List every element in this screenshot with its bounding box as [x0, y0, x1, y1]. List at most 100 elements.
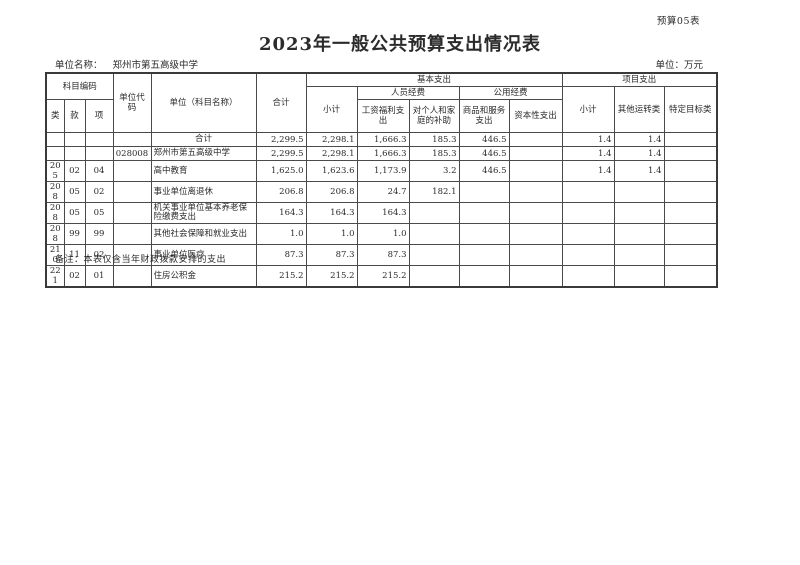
- table-row: 028008 郑州市第五高级中学 2,299.5 2,298.1 1,666.3…: [45, 146, 718, 162]
- cell-name: 事业单位离退休: [150, 181, 257, 204]
- cell-item: [84, 132, 114, 148]
- cell-goods: [458, 202, 510, 225]
- cell-goods: [458, 244, 510, 267]
- cell-salary: 1,173.9: [356, 160, 410, 183]
- cell-total: 1.0: [255, 223, 307, 246]
- unit-name-label: 单位名称：: [55, 60, 103, 71]
- cell-other-operations: 1.4: [613, 160, 665, 183]
- cell-name: 机关事业单位基本养老保险缴费支出: [150, 202, 257, 225]
- currency-unit-label: 单位：万元: [655, 60, 703, 71]
- header-project-subtotal: 小计: [561, 86, 615, 134]
- cell-item: 05: [84, 202, 114, 225]
- cell-goods: 446.5: [458, 132, 510, 148]
- cell-capital: [508, 202, 563, 225]
- header-project-expenditure: 项目支出: [561, 72, 718, 88]
- cell-project-subtotal: [561, 265, 615, 288]
- cell-section: 11: [63, 244, 86, 267]
- cell-specific-target: [663, 132, 718, 148]
- header-public-funds: 公用经费: [458, 86, 563, 101]
- cell-salary: 87.3: [356, 244, 410, 267]
- header-row-1: 科目编码 单位代码 单位（科目名称） 合计 基本支出 项目支出: [45, 72, 718, 134]
- cell-subsidy: [408, 265, 460, 288]
- unit-name-value: 郑州市第五高级中学: [112, 60, 199, 71]
- cell-capital: [508, 265, 563, 288]
- header-class: 类: [45, 99, 65, 134]
- header-salary-welfare: 工资福利支出: [356, 99, 410, 134]
- cell-name: 高中教育: [150, 160, 257, 183]
- cell-salary: 24.7: [356, 181, 410, 204]
- header-basic-expenditure: 基本支出: [305, 72, 563, 88]
- unit-name: 单位名称： 郑州市第五高级中学: [55, 57, 198, 71]
- cell-specific-target: [663, 223, 718, 246]
- cell-section: [63, 132, 86, 148]
- cell-class: [45, 132, 65, 148]
- cell-item: 99: [84, 223, 114, 246]
- cell-class: 208: [45, 223, 65, 246]
- table-row: 合计 2,299.5 2,298.1 1,666.3 185.3 446.5 1…: [45, 132, 718, 148]
- cell-class: 221: [45, 265, 65, 288]
- cell-project-subtotal: [561, 244, 615, 267]
- cell-capital: [508, 223, 563, 246]
- header-goods-services: 商品和服务支出: [458, 99, 510, 134]
- cell-goods: [458, 265, 510, 288]
- cell-subsidy: 185.3: [408, 146, 460, 162]
- cell-goods: 446.5: [458, 160, 510, 183]
- cell-goods: [458, 223, 510, 246]
- cell-capital: [508, 160, 563, 183]
- table-row: 208 99 99 其他社会保障和就业支出 1.0 1.0 1.0: [45, 223, 718, 246]
- cell-subsidy: 185.3: [408, 132, 460, 148]
- cell-specific-target: [663, 244, 718, 267]
- cell-name: 郑州市第五高级中学: [150, 146, 257, 162]
- cell-basic-subtotal: 1,623.6: [305, 160, 358, 183]
- cell-total: 2,299.5: [255, 132, 307, 148]
- cell-subsidy: 3.2: [408, 160, 460, 183]
- meta-row: 单位名称： 郑州市第五高级中学 单位：万元: [55, 57, 703, 71]
- cell-subsidy: 182.1: [408, 181, 460, 204]
- cell-unit-code: 028008: [112, 146, 152, 162]
- cell-basic-subtotal: 2,298.1: [305, 132, 358, 148]
- cell-subsidy: [408, 244, 460, 267]
- budget-table: 科目编码 单位代码 单位（科目名称） 合计 基本支出 项目支出 小计 人员经费 …: [45, 72, 719, 289]
- cell-unit-code: [112, 181, 152, 204]
- table-row: 208 05 02 事业单位离退休 206.8 206.8 24.7 182.1: [45, 181, 718, 204]
- cell-specific-target: [663, 146, 718, 162]
- cell-specific-target: [663, 160, 718, 183]
- table-header: 科目编码 单位代码 单位（科目名称） 合计 基本支出 项目支出 小计 人员经费 …: [45, 72, 718, 134]
- cell-other-operations: 1.4: [613, 146, 665, 162]
- cell-project-subtotal: [561, 223, 615, 246]
- cell-total: 1,625.0: [255, 160, 307, 183]
- cell-other-operations: [613, 265, 665, 288]
- header-row-2: 小计 人员经费 公用经费 小计 其他运转类 特定目标类: [46, 86, 718, 134]
- cell-salary: 1,666.3: [356, 146, 410, 162]
- cell-name: 其他社会保障和就业支出: [150, 223, 257, 246]
- cell-unit-code: [112, 160, 152, 183]
- footnote: 备注：本表仅含当年财政拨款安排的支出: [55, 255, 227, 265]
- cell-project-subtotal: 1.4: [561, 146, 615, 162]
- cell-specific-target: [663, 181, 718, 204]
- cell-specific-target: [663, 202, 718, 225]
- header-unit-code: 单位代码: [112, 72, 152, 134]
- cell-salary: 164.3: [356, 202, 410, 225]
- cell-capital: [508, 181, 563, 204]
- cell-total: 215.2: [255, 265, 307, 288]
- cell-other-operations: [613, 244, 665, 267]
- cell-section: 99: [63, 223, 86, 246]
- cell-project-subtotal: 1.4: [561, 132, 615, 148]
- header-specific-target: 特定目标类: [663, 86, 718, 134]
- table-body: 合计 2,299.5 2,298.1 1,666.3 185.3 446.5 1…: [45, 132, 718, 288]
- cell-basic-subtotal: 164.3: [305, 202, 358, 225]
- table-row: 210 11 02 事业单位医疗 87.3 87.3 87.3: [45, 244, 718, 267]
- cell-goods: [458, 181, 510, 204]
- header-total: 合计: [255, 72, 307, 134]
- header-section: 款: [63, 99, 86, 134]
- header-personnel-funds: 人员经费: [356, 86, 460, 101]
- cell-goods: 446.5: [458, 146, 510, 162]
- cell-section: 05: [63, 181, 86, 204]
- cell-section: [63, 146, 86, 162]
- cell-total: 164.3: [255, 202, 307, 225]
- cell-item: [84, 146, 114, 162]
- cell-class: 205: [45, 160, 65, 183]
- header-capital: 资本性支出: [508, 99, 563, 134]
- cell-name: 住房公积金: [150, 265, 257, 288]
